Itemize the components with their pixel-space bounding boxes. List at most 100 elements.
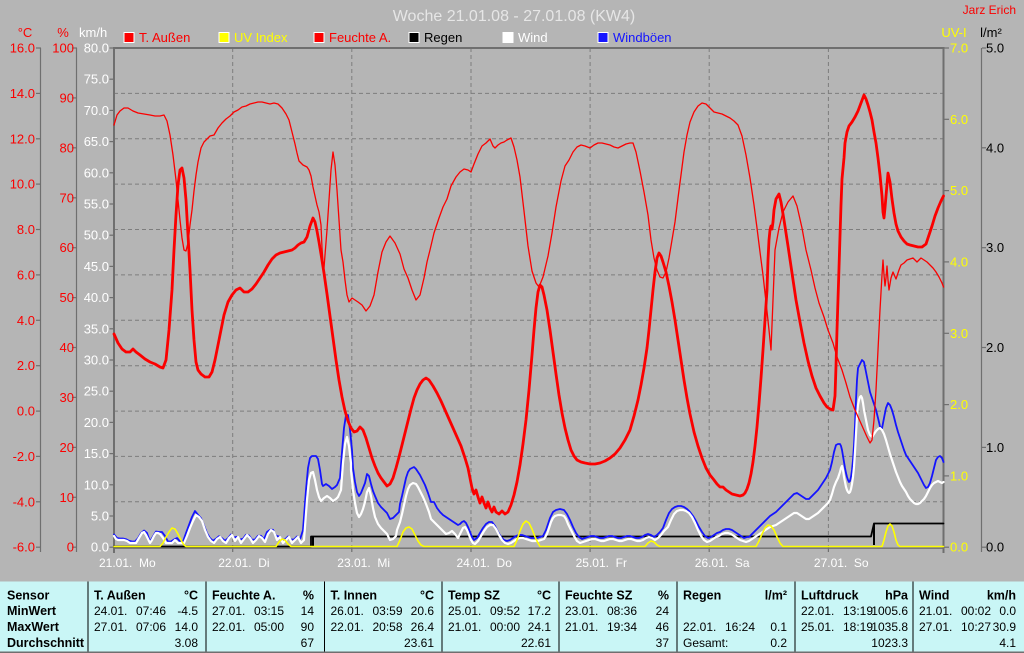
svg-text:10.0: 10.0	[10, 177, 35, 192]
svg-text:80: 80	[60, 140, 74, 155]
svg-text:24.01. Do: 24.01. Do	[457, 556, 513, 570]
svg-text:16.0: 16.0	[10, 41, 35, 56]
svg-text:90: 90	[301, 620, 315, 634]
svg-text:-2.0: -2.0	[13, 449, 35, 464]
svg-text:21.01. Mo: 21.01. Mo	[99, 556, 156, 570]
svg-text:70: 70	[60, 190, 74, 205]
svg-text:0: 0	[67, 540, 74, 555]
svg-text:Luftdruck: Luftdruck	[801, 589, 859, 603]
svg-text:1023.3: 1023.3	[871, 636, 908, 650]
svg-text:40.0: 40.0	[84, 290, 109, 305]
svg-text:Temp SZ: Temp SZ	[448, 589, 500, 603]
svg-text:07:06: 07:06	[136, 620, 166, 634]
svg-text:Wind: Wind	[518, 30, 548, 45]
svg-text:MaxWert: MaxWert	[7, 620, 60, 634]
svg-text:Woche 21.01.08 - 27.01.08 (KW4: Woche 21.01.08 - 27.01.08 (KW4)	[393, 8, 636, 25]
svg-text:27.01.: 27.01.	[919, 620, 952, 634]
svg-text:2.0: 2.0	[17, 358, 35, 373]
svg-text:23.01. Mi: 23.01. Mi	[337, 556, 390, 570]
svg-text:03:59: 03:59	[373, 604, 403, 618]
svg-text:0.0: 0.0	[91, 540, 109, 555]
svg-text:0.0: 0.0	[950, 540, 968, 555]
svg-text:2.0: 2.0	[986, 340, 1004, 355]
svg-text:4.0: 4.0	[950, 254, 968, 269]
svg-text:5.0: 5.0	[950, 183, 968, 198]
svg-text:25.0: 25.0	[84, 384, 109, 399]
svg-text:27.01.: 27.01.	[94, 620, 127, 634]
svg-text:26.4: 26.4	[411, 620, 435, 634]
svg-text:Feuchte A.: Feuchte A.	[329, 30, 391, 45]
svg-text:Wind: Wind	[919, 589, 949, 603]
svg-text:22.61: 22.61	[521, 636, 551, 650]
svg-text:45.0: 45.0	[84, 259, 109, 274]
svg-text:7.0: 7.0	[950, 41, 968, 56]
svg-text:00:00: 00:00	[490, 620, 520, 634]
svg-text:Regen: Regen	[424, 30, 462, 45]
svg-text:22.01. Di: 22.01. Di	[218, 556, 269, 570]
svg-text:12.0: 12.0	[10, 131, 35, 146]
svg-text:Regen: Regen	[683, 589, 721, 603]
svg-text:6.0: 6.0	[17, 267, 35, 282]
svg-text:UV Index: UV Index	[234, 30, 288, 45]
svg-text:14.0: 14.0	[10, 86, 35, 101]
svg-text:l/m²: l/m²	[980, 25, 1002, 40]
svg-text:65.0: 65.0	[84, 134, 109, 149]
svg-text:0.2: 0.2	[770, 636, 787, 650]
svg-text:10:27: 10:27	[961, 620, 991, 634]
svg-text:26.01. Sa: 26.01. Sa	[695, 556, 750, 570]
svg-text:l/m²: l/m²	[765, 589, 787, 603]
svg-text:10.0: 10.0	[84, 477, 109, 492]
svg-text:55.0: 55.0	[84, 197, 109, 212]
svg-text:25.01.: 25.01.	[448, 604, 481, 618]
svg-text:Sensor: Sensor	[7, 589, 50, 603]
svg-text:05:00: 05:00	[254, 620, 284, 634]
svg-text:60.0: 60.0	[84, 165, 109, 180]
svg-text:1035.8: 1035.8	[871, 620, 908, 634]
svg-text:1.0: 1.0	[986, 440, 1004, 455]
svg-text:4.1: 4.1	[999, 636, 1016, 650]
svg-text:27.01.: 27.01.	[212, 604, 245, 618]
svg-text:03:15: 03:15	[254, 604, 284, 618]
svg-text:24: 24	[656, 604, 670, 618]
svg-text:14.0: 14.0	[175, 620, 199, 634]
svg-text:10: 10	[60, 490, 74, 505]
svg-text:UV-I: UV-I	[941, 25, 966, 40]
svg-text:2.0: 2.0	[950, 397, 968, 412]
svg-text:Feuchte A.: Feuchte A.	[212, 589, 275, 603]
svg-text:25.01. Fr: 25.01. Fr	[576, 556, 627, 570]
svg-text:T. Innen: T. Innen	[331, 589, 378, 603]
svg-text:°C: °C	[537, 589, 551, 603]
svg-text:4.0: 4.0	[17, 313, 35, 328]
svg-text:13:19: 13:19	[843, 604, 873, 618]
svg-text:18:19: 18:19	[843, 620, 873, 634]
svg-text:46: 46	[656, 620, 670, 634]
svg-text:Feuchte SZ: Feuchte SZ	[565, 589, 633, 603]
svg-text:Durchschnitt: Durchschnitt	[7, 636, 85, 650]
svg-text:3.0: 3.0	[950, 326, 968, 341]
svg-text:100: 100	[52, 41, 74, 56]
svg-text:%: %	[57, 25, 69, 40]
svg-text:21.01.: 21.01.	[448, 620, 481, 634]
svg-text:23.01.: 23.01.	[565, 604, 598, 618]
svg-text:67: 67	[301, 636, 315, 650]
svg-text:Jarz Erich: Jarz Erich	[963, 3, 1016, 17]
svg-text:Windböen: Windböen	[613, 30, 672, 45]
svg-text:hPa: hPa	[885, 589, 909, 603]
svg-text:60: 60	[60, 240, 74, 255]
svg-text:1.0: 1.0	[950, 468, 968, 483]
svg-text:07:46: 07:46	[136, 604, 166, 618]
svg-text:6.0: 6.0	[950, 112, 968, 127]
svg-text:°C: °C	[420, 589, 434, 603]
svg-text:Gesamt:: Gesamt:	[683, 636, 728, 650]
svg-text:80.0: 80.0	[84, 41, 109, 56]
svg-text:20: 20	[60, 440, 74, 455]
svg-text:08:36: 08:36	[607, 604, 637, 618]
svg-text:%: %	[303, 589, 314, 603]
svg-text:°C: °C	[184, 589, 198, 603]
svg-text:20.6: 20.6	[411, 604, 435, 618]
svg-text:21.01.: 21.01.	[919, 604, 952, 618]
svg-text:km/h: km/h	[987, 589, 1016, 603]
svg-text:0.0: 0.0	[986, 540, 1004, 555]
svg-text:°C: °C	[18, 25, 33, 40]
svg-text:-4.0: -4.0	[13, 494, 35, 509]
